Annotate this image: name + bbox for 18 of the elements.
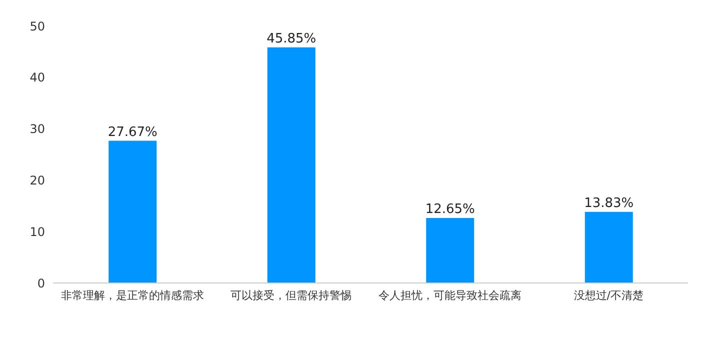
bar	[426, 218, 474, 283]
data-label: 27.67%	[108, 124, 158, 140]
x-tick-label: 非常理解，是正常的情感需求	[60, 288, 204, 302]
y-tick-label: 50	[30, 19, 45, 34]
y-tick-label: 20	[30, 173, 45, 188]
bar	[108, 140, 157, 283]
y-tick-label: 30	[30, 122, 45, 136]
y-tick-label: 10	[30, 224, 45, 239]
bar	[584, 212, 633, 283]
data-label: 12.65%	[425, 202, 475, 217]
data-label: 13.83%	[584, 196, 634, 211]
y-tick-label: 0	[37, 276, 45, 290]
bar	[267, 47, 316, 283]
x-tick-label: 令人担忧，可能导致社会疏离	[378, 288, 522, 302]
data-label: 45.85%	[266, 31, 316, 46]
x-tick-label: 可以接受，但需保持警惕	[230, 288, 352, 302]
x-tick-label: 没想过/不清楚	[574, 288, 644, 302]
y-tick-label: 40	[30, 70, 45, 85]
